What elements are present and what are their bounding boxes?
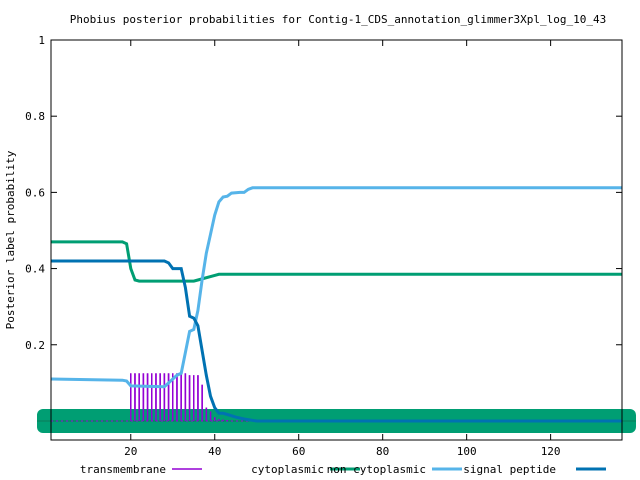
series-line	[51, 259, 622, 423]
y-tick-label: 0.8	[25, 110, 45, 123]
series-line	[51, 240, 622, 283]
legend-label: non cytoplasmic	[327, 463, 426, 476]
y-tick-label: 0.2	[25, 339, 45, 352]
x-tick-label: 20	[124, 445, 137, 458]
y-axis-ticks: 0.2 0.4 0.6 0.8 1	[25, 34, 622, 352]
chart-title: Phobius posterior probabilities for Cont…	[70, 13, 606, 26]
legend-label: transmembrane	[80, 463, 166, 476]
plot-frame	[50, 39, 623, 441]
plot-area	[37, 186, 636, 433]
y-tick-label: 0.4	[25, 263, 45, 276]
series-non-cytoplasmic-2	[51, 240, 622, 283]
x-tick-label: 120	[541, 445, 561, 458]
series-line	[50, 186, 622, 389]
legend: transmembrane cytoplasmic non cytoplasmic s…	[80, 463, 606, 476]
y-tick-label: 1	[38, 34, 45, 47]
legend-label: cytoplasmic	[251, 463, 324, 476]
x-tick-label: 100	[457, 445, 477, 458]
series-signal-peptide-4	[51, 259, 622, 423]
x-tick-label: 80	[376, 445, 389, 458]
legend-label: signal peptide	[463, 463, 556, 476]
series-signal-peptide-3	[50, 186, 622, 389]
x-tick-label: 40	[208, 445, 221, 458]
x-axis-ticks: 20 40 60 80 100 120	[124, 40, 561, 458]
y-tick-label: 0.6	[25, 186, 45, 199]
y-axis-label: Posterior label probability	[4, 150, 17, 329]
x-tick-label: 60	[292, 445, 305, 458]
